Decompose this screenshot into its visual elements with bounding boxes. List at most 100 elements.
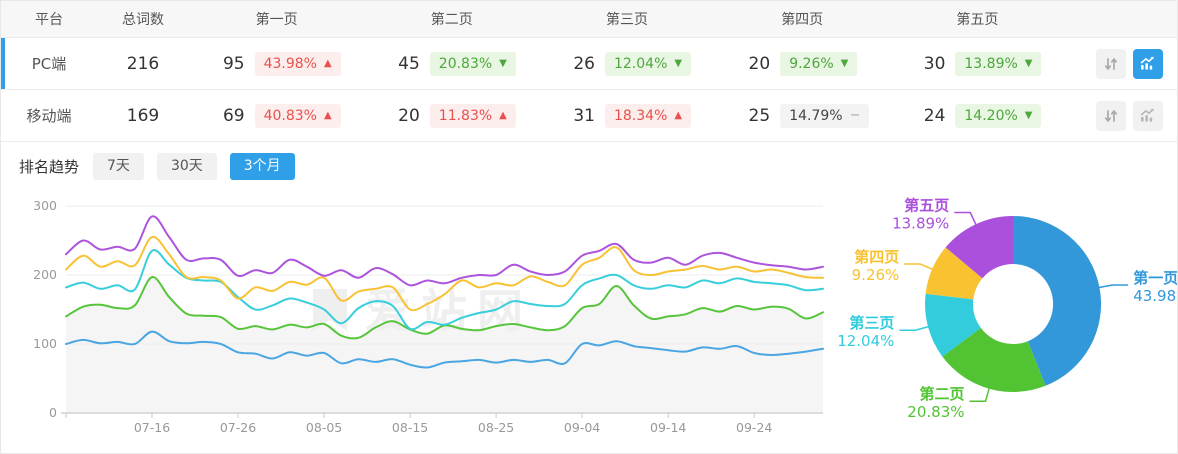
change-badge: 40.83% ▲ xyxy=(254,103,341,128)
page-group: 95 43.98% ▲ xyxy=(201,51,353,76)
donut-slice-第一页 xyxy=(1013,215,1102,386)
slice-percent: 13.89% xyxy=(892,215,949,233)
trend-toolbar: 排名趋势 7天 30天 3个月 xyxy=(1,142,1177,180)
page-1-cell: 95 43.98% ▲ xyxy=(189,51,364,76)
trend-down-icon: ▼ xyxy=(1024,57,1033,69)
total-words-cell: 216 xyxy=(126,53,160,74)
change-badge: 12.04% ▼ xyxy=(604,51,692,76)
change-badge: 14.79% − xyxy=(780,103,870,128)
col-platform: 平台 xyxy=(35,12,63,28)
platform-cell: PC端 xyxy=(31,55,67,73)
donut-slice-第四页 xyxy=(925,247,983,300)
trend-down-icon: ▼ xyxy=(674,57,683,69)
label-leader-line xyxy=(1098,284,1129,289)
x-axis-label: 08-25 xyxy=(478,420,514,435)
page-4-cell: 20 9.26% ▼ xyxy=(715,51,890,76)
change-badge: 14.20% ▼ xyxy=(955,103,1042,128)
label-leader-line xyxy=(969,387,991,402)
table-row[interactable]: PC端 216 95 43.98% ▲ 45 20.83% ▼ 26 12.04% ▼ 20 9.26%… xyxy=(1,38,1177,90)
table-row[interactable]: 移动端 169 69 40.83% ▲ 20 11.83% ▲ 31 18.34% ▲ 25 14.79… xyxy=(1,90,1177,142)
page-count: 69 xyxy=(222,105,245,126)
sort-arrows-icon xyxy=(1104,57,1118,70)
page-5-cell: 30 13.89% ▼ xyxy=(890,51,1065,76)
change-badge: 13.89% ▼ xyxy=(955,51,1042,76)
y-axis-label: 200 xyxy=(33,267,57,282)
label-leader-line xyxy=(899,325,930,331)
page-2-cell: 45 20.83% ▼ xyxy=(364,51,539,76)
page-group: 45 20.83% ▼ xyxy=(376,51,528,76)
trend-up-icon: ▲ xyxy=(323,57,332,69)
page-5-cell: 24 14.20% ▼ xyxy=(890,103,1065,128)
page-count: 20 xyxy=(748,53,771,74)
page-count: 20 xyxy=(398,105,420,126)
sort-toggle-button[interactable] xyxy=(1095,48,1126,79)
page-count: 31 xyxy=(573,105,595,126)
page-count: 25 xyxy=(748,105,771,126)
page-4-cell: 25 14.79% − xyxy=(715,103,890,128)
col-total-words: 总词数 xyxy=(122,12,164,28)
x-axis-label: 08-05 xyxy=(306,420,342,435)
show-chart-button[interactable] xyxy=(1132,100,1163,131)
series-line-第五页 xyxy=(65,215,824,287)
rank-trend-line-chart: 爱站网 0 100 200 300 07-16 07-26 08-05 08-15 08-25 09… xyxy=(33,198,824,435)
page-group: 25 14.79% − xyxy=(726,103,878,128)
page-count: 24 xyxy=(923,105,946,126)
change-badge: 11.83% ▲ xyxy=(429,103,516,128)
col-page-1: 第一页 xyxy=(255,12,298,28)
x-axis-label: 09-24 xyxy=(736,420,772,435)
page-1-cell: 69 40.83% ▲ xyxy=(189,103,364,128)
row-actions xyxy=(1065,100,1177,131)
tab-range-1[interactable]: 30天 xyxy=(156,153,217,180)
page-3-cell: 31 18.34% ▲ xyxy=(539,103,714,128)
slice-label: 第一页 xyxy=(1133,269,1178,287)
tab-range-2[interactable]: 3个月 xyxy=(229,153,295,180)
slice-label: 第五页 xyxy=(904,197,949,215)
page-group: 20 11.83% ▲ xyxy=(376,103,528,128)
chart-icon xyxy=(1141,108,1155,122)
slice-label: 第三页 xyxy=(849,314,894,332)
slice-percent: 9.26% xyxy=(852,266,900,284)
col-page-2: 第二页 xyxy=(430,12,473,28)
change-badge: 9.26% ▼ xyxy=(780,51,858,76)
platform-rank-table: 平台 总词数 第一页 第二页 第三页 第四页 第五页 PC端 216 95 43.98… xyxy=(1,1,1177,142)
x-axis-label: 07-26 xyxy=(220,420,256,435)
page-count: 26 xyxy=(573,53,595,74)
page-group: 30 13.89% ▼ xyxy=(901,51,1053,76)
total-words-cell: 169 xyxy=(126,105,160,126)
x-axis-label: 09-04 xyxy=(564,420,600,435)
y-axis-label: 100 xyxy=(33,336,57,351)
page-group: 31 18.34% ▲ xyxy=(551,103,703,128)
trend-down-icon: ▼ xyxy=(499,57,507,69)
trend-flat-icon: − xyxy=(849,108,861,123)
slice-percent: 43.98% xyxy=(1133,287,1178,305)
svg-text:爱站网: 爱站网 xyxy=(365,284,533,338)
donut-slice-第三页 xyxy=(924,293,981,357)
tab-range-0[interactable]: 7天 xyxy=(93,153,144,180)
sort-toggle-button[interactable] xyxy=(1095,100,1126,131)
trend-down-icon: ▼ xyxy=(1024,109,1033,121)
page-3-cell: 26 12.04% ▼ xyxy=(539,51,714,76)
trend-up-icon: ▲ xyxy=(499,109,507,121)
watermark: 爱站网 xyxy=(313,284,533,338)
page-group: 26 12.04% ▼ xyxy=(551,51,703,76)
col-page-3: 第三页 xyxy=(605,12,648,28)
slice-label: 第四页 xyxy=(854,248,899,266)
slice-label: 第二页 xyxy=(919,385,964,403)
x-axis-label: 08-15 xyxy=(392,420,428,435)
col-page-5: 第五页 xyxy=(956,12,999,28)
donut-slice-第五页 xyxy=(945,216,1013,279)
page-count: 45 xyxy=(398,53,420,74)
slice-percent: 20.83% xyxy=(907,403,964,421)
trend-title: 排名趋势 xyxy=(19,157,80,176)
x-axis-label: 07-16 xyxy=(134,420,170,435)
trend-down-icon: ▼ xyxy=(840,57,849,69)
page-count: 95 xyxy=(222,53,245,74)
show-chart-button[interactable] xyxy=(1132,48,1163,79)
sort-arrows-icon xyxy=(1104,109,1118,122)
col-page-4: 第四页 xyxy=(781,12,824,28)
page-group: 69 40.83% ▲ xyxy=(201,103,353,128)
series-line-第四页 xyxy=(65,236,824,312)
label-leader-line xyxy=(954,211,977,226)
